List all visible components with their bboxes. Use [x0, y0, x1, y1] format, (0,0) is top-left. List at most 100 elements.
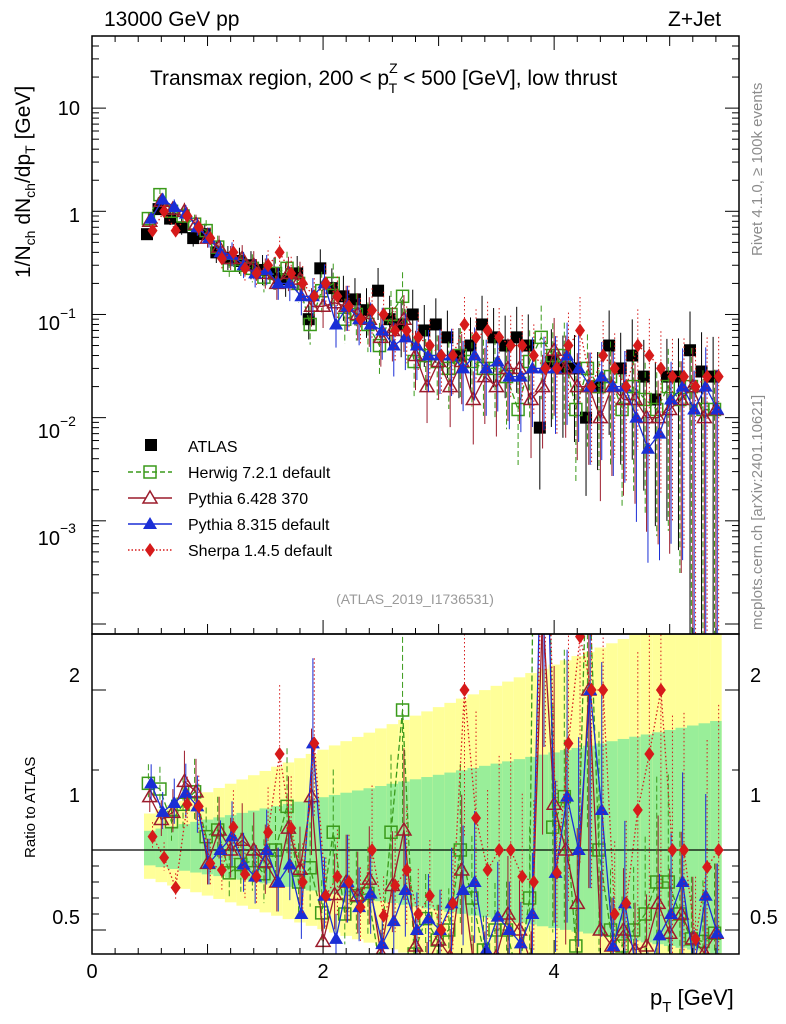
data-point — [661, 400, 678, 416]
ratio-point — [386, 914, 401, 927]
ratio-point — [512, 972, 524, 984]
ratio-point — [713, 843, 724, 857]
ratio-point — [453, 843, 468, 857]
stat-uncertainty-band — [594, 743, 607, 936]
ratio-point — [182, 797, 193, 812]
legend-marker-herwig — [143, 465, 157, 479]
ratio-point — [155, 804, 170, 817]
data-point — [638, 409, 655, 424]
ratio-point — [303, 788, 320, 803]
data-point — [372, 284, 385, 297]
ratio-point — [239, 867, 250, 882]
data-point — [494, 330, 505, 345]
ratio-point — [569, 939, 583, 953]
ratio-point — [649, 894, 667, 910]
ratio-point — [144, 776, 159, 789]
stat-uncertainty-band — [536, 754, 549, 927]
data-point — [649, 409, 667, 424]
ratio-point — [225, 829, 240, 842]
data-point — [569, 402, 583, 417]
legend-label: Sherpa 1.4.5 default — [188, 543, 333, 560]
data-point — [672, 390, 690, 406]
data-point — [441, 331, 454, 344]
data-point — [551, 361, 562, 376]
y-axis-title: 1/Nch dNch/dpT [GeV] — [12, 85, 39, 278]
data-point — [447, 348, 458, 363]
ratio-point — [375, 937, 390, 950]
data-point — [557, 359, 575, 375]
ratio-point — [594, 803, 609, 815]
data-point — [409, 338, 424, 351]
data-point — [471, 330, 482, 345]
data-point — [594, 369, 609, 382]
stat-uncertainty-band — [710, 721, 722, 954]
stat-uncertainty-band — [143, 830, 156, 866]
ratio-point — [332, 869, 343, 884]
ratio-point — [453, 861, 471, 876]
stat-uncertainty-band — [617, 738, 630, 939]
data-point — [436, 348, 447, 363]
rivet-version-label: Rivet 4.1.0, ≥ 100k events — [749, 82, 766, 256]
data-point — [398, 330, 413, 343]
data-point — [239, 261, 250, 276]
series-line — [151, 210, 719, 389]
data-point — [216, 251, 227, 266]
data-point — [367, 303, 378, 318]
ratio-tick-label-right: 2 — [750, 665, 761, 687]
ratio-point — [375, 945, 387, 954]
ratio-point — [482, 863, 493, 877]
ratio-point — [421, 911, 436, 924]
stat-uncertainty-band — [409, 779, 422, 907]
data-point — [418, 324, 431, 337]
data-point — [640, 441, 655, 454]
data-point — [167, 200, 182, 213]
data-point — [637, 370, 650, 383]
data-point — [479, 361, 494, 374]
ratio-point — [629, 963, 643, 975]
data-point — [649, 402, 664, 417]
data-point — [534, 330, 548, 345]
ratio-point — [511, 921, 528, 936]
stat-uncertainty-band — [178, 824, 191, 871]
data-point — [690, 379, 701, 394]
ratio-point — [655, 683, 666, 697]
data-point — [251, 266, 262, 281]
data-point — [560, 348, 575, 361]
stat-uncertainty-band — [640, 734, 653, 943]
ratio-point — [373, 957, 385, 969]
data-point — [314, 262, 327, 275]
data-point — [170, 223, 181, 238]
ratio-point — [390, 878, 401, 893]
data-point — [332, 289, 343, 304]
stat-uncertainty-band — [421, 777, 433, 909]
data-point — [271, 276, 286, 289]
ratio-point — [159, 850, 170, 865]
ratio-point — [575, 634, 586, 644]
x-tick-label: 0 — [86, 961, 97, 983]
stat-uncertainty-band — [167, 826, 179, 869]
ratio-point — [459, 683, 470, 697]
data-point — [534, 378, 551, 393]
data-point — [390, 323, 401, 338]
ratio-point — [517, 869, 528, 884]
ratio-point — [664, 907, 679, 919]
stat-uncertainty-band — [479, 765, 491, 918]
data-point — [228, 245, 239, 260]
data-point — [429, 318, 442, 331]
data-point — [517, 338, 528, 353]
ratio-point — [513, 936, 528, 949]
ratio-point — [546, 820, 560, 834]
y-tick-label: 10 — [38, 313, 60, 335]
data-point — [702, 369, 713, 384]
stat-uncertainty-band — [502, 761, 514, 921]
data-point — [525, 361, 540, 374]
ratio-point — [338, 907, 352, 921]
series-line — [149, 200, 717, 420]
stat-uncertainty-band — [351, 790, 364, 898]
ratio-point — [447, 896, 458, 911]
legend-marker-sherpa — [145, 543, 155, 557]
ratio-point — [164, 815, 179, 829]
ratio-point — [586, 683, 597, 697]
data-point — [459, 317, 470, 332]
